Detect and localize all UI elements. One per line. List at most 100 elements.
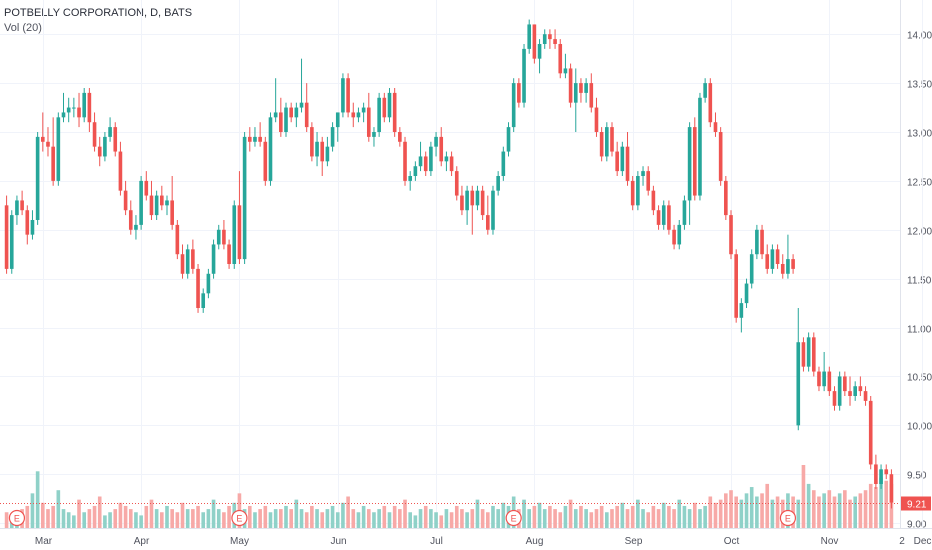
volume-bar [335, 512, 340, 528]
volume-bar [837, 493, 842, 528]
volume-bar [160, 512, 164, 528]
time-tick-label: Sep [625, 536, 643, 547]
volume-bar [682, 505, 687, 528]
volume-bar [72, 515, 76, 528]
candle-body [858, 386, 863, 392]
volume-bar [589, 512, 594, 528]
volume-bar [429, 509, 433, 528]
candle-body [615, 151, 619, 172]
volume-bar [480, 509, 485, 528]
volume-bar [765, 483, 770, 528]
earnings-marker[interactable] [505, 509, 522, 527]
volume-bar [372, 512, 376, 528]
volume-bar [304, 512, 309, 528]
candle-body [806, 337, 811, 367]
volume-bar [206, 509, 211, 528]
candle-body [646, 171, 651, 191]
candle-body [92, 122, 97, 147]
candle-body [661, 205, 666, 225]
candle-body [15, 200, 19, 216]
candle-body [465, 190, 469, 211]
candle-body [796, 342, 801, 426]
candle-body [413, 166, 418, 176]
volume-bar [817, 496, 821, 528]
candle-body [279, 112, 283, 132]
volume-bar [227, 505, 231, 528]
time-tick-label: Apr [134, 536, 150, 547]
candle-body [97, 146, 102, 157]
candle-body [884, 469, 889, 475]
volume-bar [165, 505, 169, 528]
candle-body [175, 224, 180, 255]
volume-bar [191, 509, 195, 528]
time-tick-label: Aug [526, 536, 544, 547]
volume-bar [263, 505, 268, 528]
volume-bar [687, 509, 692, 528]
volume-bar [279, 509, 283, 528]
candle-body [51, 146, 55, 181]
candle-body [294, 107, 299, 118]
candle-body [517, 83, 521, 103]
volume-bar [491, 505, 495, 528]
volume-bar [594, 509, 599, 528]
volume-bar [615, 505, 619, 528]
candle-body [247, 136, 252, 142]
time-tick-label: Jun [330, 536, 346, 547]
candle-body [403, 141, 407, 181]
candle-body [180, 254, 185, 274]
candle-body [843, 376, 847, 392]
candle-body [232, 205, 237, 264]
volume-bar [392, 505, 397, 528]
candle-body [366, 107, 371, 137]
candle-body [558, 44, 563, 74]
volume-bar [822, 493, 826, 528]
volume-bar [454, 505, 459, 528]
candle-body [703, 83, 707, 98]
volume-bar [548, 505, 552, 528]
candle-body [253, 136, 257, 142]
candle-body [760, 229, 764, 255]
earnings-marker[interactable] [231, 509, 248, 527]
price-tick-label: 14.00 [907, 31, 932, 42]
volume-bar [175, 512, 180, 528]
volume-bar [724, 493, 728, 528]
volume-bar [522, 499, 526, 528]
candle-body [501, 151, 506, 176]
candle-body [522, 48, 526, 103]
candle-body [496, 176, 500, 191]
candle-body [713, 122, 718, 132]
candle-body [734, 254, 738, 318]
candle-body [879, 469, 883, 484]
candle-body [103, 136, 107, 157]
volume-bar [827, 490, 832, 528]
candle-body [382, 97, 387, 118]
volume-bar [382, 505, 387, 528]
candle-body [341, 78, 345, 113]
volume-bar [139, 515, 143, 528]
candle-body [620, 146, 625, 172]
time-tick-label: Dec [914, 536, 932, 547]
earnings-marker[interactable] [779, 509, 797, 527]
candle-body [584, 83, 588, 93]
volume-bar [868, 483, 873, 528]
volume-bar [439, 515, 444, 528]
candle-body [454, 171, 459, 196]
volume-bar [843, 490, 847, 528]
volume-bar [661, 502, 666, 528]
candle-body [273, 112, 278, 118]
earnings-marker[interactable] [8, 509, 26, 527]
candle-body [139, 180, 143, 225]
volume-bar [25, 505, 30, 528]
candle-body [837, 376, 842, 406]
volume-bar [113, 509, 118, 528]
volume-bar [444, 509, 449, 528]
volume-bar [563, 505, 568, 528]
candle-body [755, 229, 759, 255]
volume-bar [641, 509, 645, 528]
volume-bar [170, 509, 174, 528]
candle-body [729, 215, 733, 255]
volume-bar [848, 499, 852, 528]
volume-bar [108, 512, 112, 528]
candle-body [227, 244, 231, 264]
